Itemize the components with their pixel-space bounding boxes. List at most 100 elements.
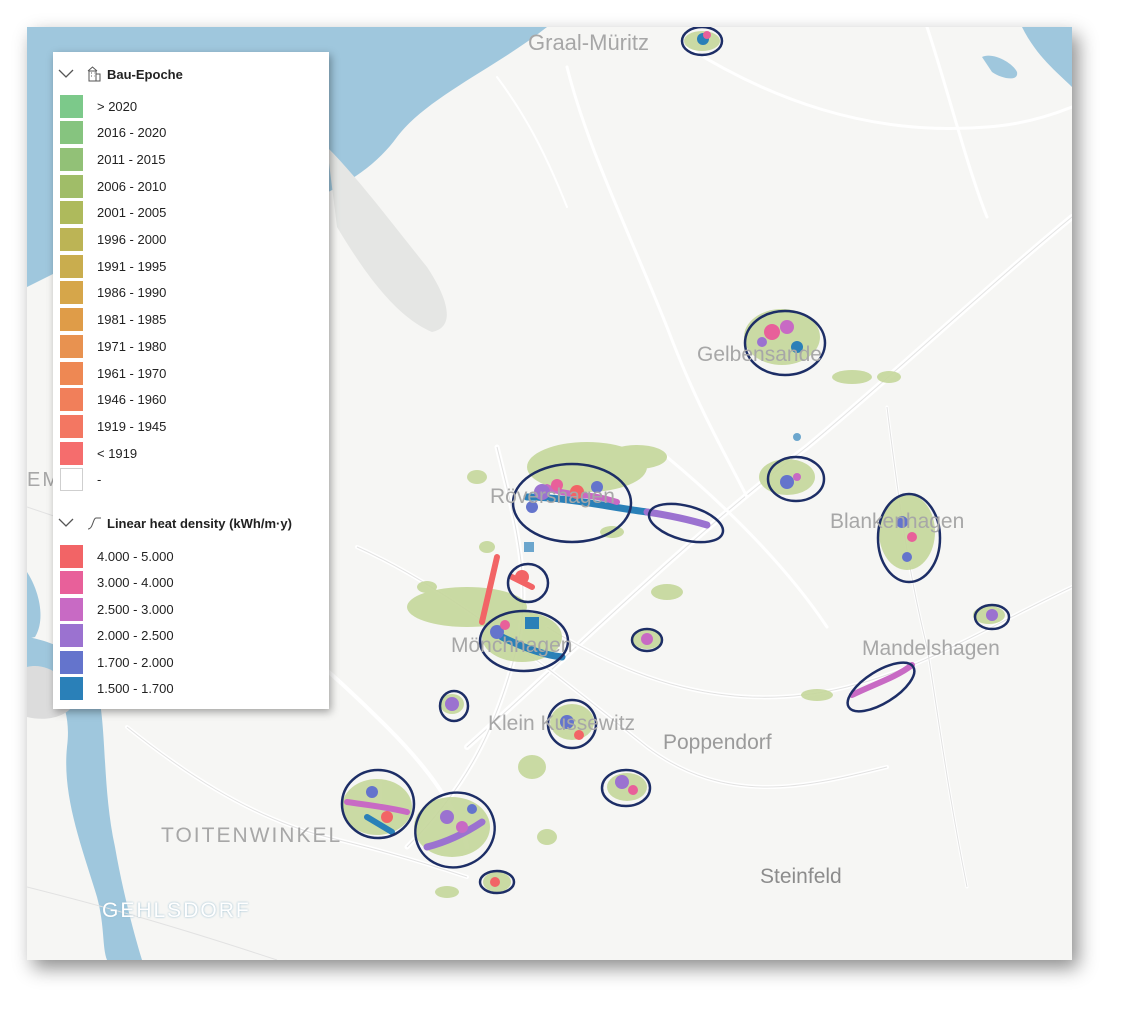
legend-item: 2011 - 2015 <box>60 147 165 171</box>
legend-swatch <box>60 228 83 251</box>
highlight-ellipses <box>340 27 1011 895</box>
place-label-toitenwinkel: TOITENWINKEL <box>161 824 343 847</box>
legend-swatch <box>60 147 83 171</box>
place-label-em: EM <box>27 469 61 491</box>
legend-label: 3.000 - 4.000 <box>97 575 174 590</box>
legend-swatch <box>60 121 83 145</box>
legend-swatch <box>60 544 83 568</box>
legend-item: 1946 - 1960 <box>60 388 166 412</box>
legend-header-bau-epoche[interactable]: Bau-Epoche <box>53 63 183 85</box>
legend-label: 2011 - 2015 <box>97 151 166 167</box>
place-label-poppendorf: Poppendorf <box>663 731 772 754</box>
legend-swatch <box>60 414 83 438</box>
highlight-monchhagen-north <box>506 562 550 604</box>
river-water <box>27 637 142 960</box>
place-label-rovershagen: Rövershagen <box>490 485 615 508</box>
heat-density-lines <box>344 484 915 851</box>
legend-panel: Bau-Epoche > 2020 2016 - 2020 2011 - 2015 2… <box>53 52 329 709</box>
legend-item: 1.700 - 2.000 <box>60 650 174 674</box>
place-label-monchhagen: Mönchhagen <box>451 634 573 657</box>
legend-item: > 2020 <box>60 94 137 118</box>
curve-icon <box>85 514 103 532</box>
legend-swatch <box>60 174 83 198</box>
legend-swatch <box>60 468 83 492</box>
legend-label: 2.000 - 2.500 <box>97 628 174 643</box>
legend-item: 1961 - 1970 <box>60 361 166 385</box>
lake-water-small <box>982 55 1018 79</box>
legend-swatch <box>60 94 83 118</box>
highlight-east-1 <box>766 455 826 503</box>
legend-label: 2016 - 2020 <box>97 125 167 141</box>
place-label-steinfeld: Steinfeld <box>760 865 842 888</box>
highlight-graal <box>680 27 724 57</box>
legend-item: 1971 - 1980 <box>60 334 166 358</box>
legend-item: 2001 - 2005 <box>60 201 166 225</box>
place-label-gehlsdorf: GEHLSDORF <box>102 899 251 922</box>
legend-label: > 2020 <box>97 98 138 114</box>
legend-item: 1981 - 1985 <box>60 308 166 332</box>
legend-item: 1996 - 2000 <box>60 228 166 252</box>
legend-item: 3.000 - 4.000 <box>60 571 174 595</box>
legend-label: 2006 - 2010 <box>97 178 167 194</box>
legend-swatch <box>60 308 83 332</box>
legend-title-bau-epoche: Bau-Epoche <box>107 66 183 82</box>
legend-swatch <box>60 624 83 647</box>
legend-label: 1919 - 1945 <box>97 418 167 434</box>
chevron-down-icon[interactable] <box>53 63 79 85</box>
place-label-graal-muritz: Graal-Müritz <box>528 30 650 55</box>
legend-label: 1961 - 1970 <box>97 365 167 381</box>
legend-label: 1981 - 1985 <box>97 312 167 328</box>
highlight-gelbensande <box>743 309 827 377</box>
highlight-toitenwinkel-east <box>414 791 496 869</box>
building-icon <box>85 65 103 83</box>
legend-label: 1991 - 1995 <box>97 258 167 274</box>
legend-swatch <box>60 281 83 305</box>
legend-swatch <box>60 388 83 412</box>
legend-label: 2.500 - 3.000 <box>97 601 174 617</box>
legend-item: 2006 - 2010 <box>60 174 166 198</box>
legend-label: 1.500 - 1.700 <box>97 681 174 696</box>
legend-item: 1919 - 1945 <box>60 414 166 438</box>
legend-label: 4.000 - 5.000 <box>97 548 174 564</box>
legend-label: 1996 - 2000 <box>97 232 167 247</box>
legend-item: 1986 - 1990 <box>60 281 166 305</box>
legend-swatch <box>60 361 83 385</box>
legend-swatch <box>60 677 83 700</box>
highlight-south-1 <box>600 768 652 808</box>
legend-label: 1.700 - 2.000 <box>97 654 174 670</box>
legend-label: 1946 - 1960 <box>97 392 167 408</box>
legend-header-heat-density[interactable]: Linear heat density (kWh/m·y) <box>53 512 292 534</box>
highlight-small-2 <box>438 689 470 723</box>
legend-swatch <box>60 201 83 225</box>
legend-swatch <box>60 597 83 621</box>
legend-label: - <box>97 472 102 488</box>
legend-item: 2016 - 2020 <box>60 121 166 145</box>
highlight-klein-kussewitz <box>546 698 598 750</box>
highlight-monchhagen <box>478 609 570 673</box>
legend-swatch <box>60 334 83 358</box>
river-water-upper <box>27 572 41 639</box>
highlight-rovershagen <box>511 462 633 544</box>
highlight-mandelshagen <box>846 661 916 713</box>
legend-item: 2.000 - 2.500 <box>60 624 174 648</box>
legend-swatch <box>60 254 83 278</box>
legend-label: 2001 - 2005 <box>97 205 167 221</box>
legend-label: 1971 - 1980 <box>97 338 167 354</box>
highlight-rovershagen-east <box>647 502 725 544</box>
legend-swatch <box>60 441 83 465</box>
legend-item: 4.000 - 5.000 <box>60 544 174 568</box>
legend-item: < 1919 <box>60 441 137 465</box>
legend-label: < 1919 <box>97 445 138 461</box>
legend-item: 1.500 - 1.700 <box>60 677 174 701</box>
legend-swatch <box>60 571 83 594</box>
place-label-blankenhagen: Blankenhagen <box>830 510 965 533</box>
highlight-mandelshagen-east <box>973 603 1011 631</box>
lake-water <box>1022 27 1072 87</box>
place-label-mandelshagen: Mandelshagen <box>862 637 1000 660</box>
heat-clusters <box>366 31 998 887</box>
place-label-gelbensande: Gelbensande <box>697 343 822 366</box>
highlight-small-1 <box>630 627 664 653</box>
legend-swatch <box>60 650 83 674</box>
place-label-klein-kussewitz: Klein Kussewitz <box>488 712 636 735</box>
chevron-down-icon[interactable] <box>53 512 79 534</box>
